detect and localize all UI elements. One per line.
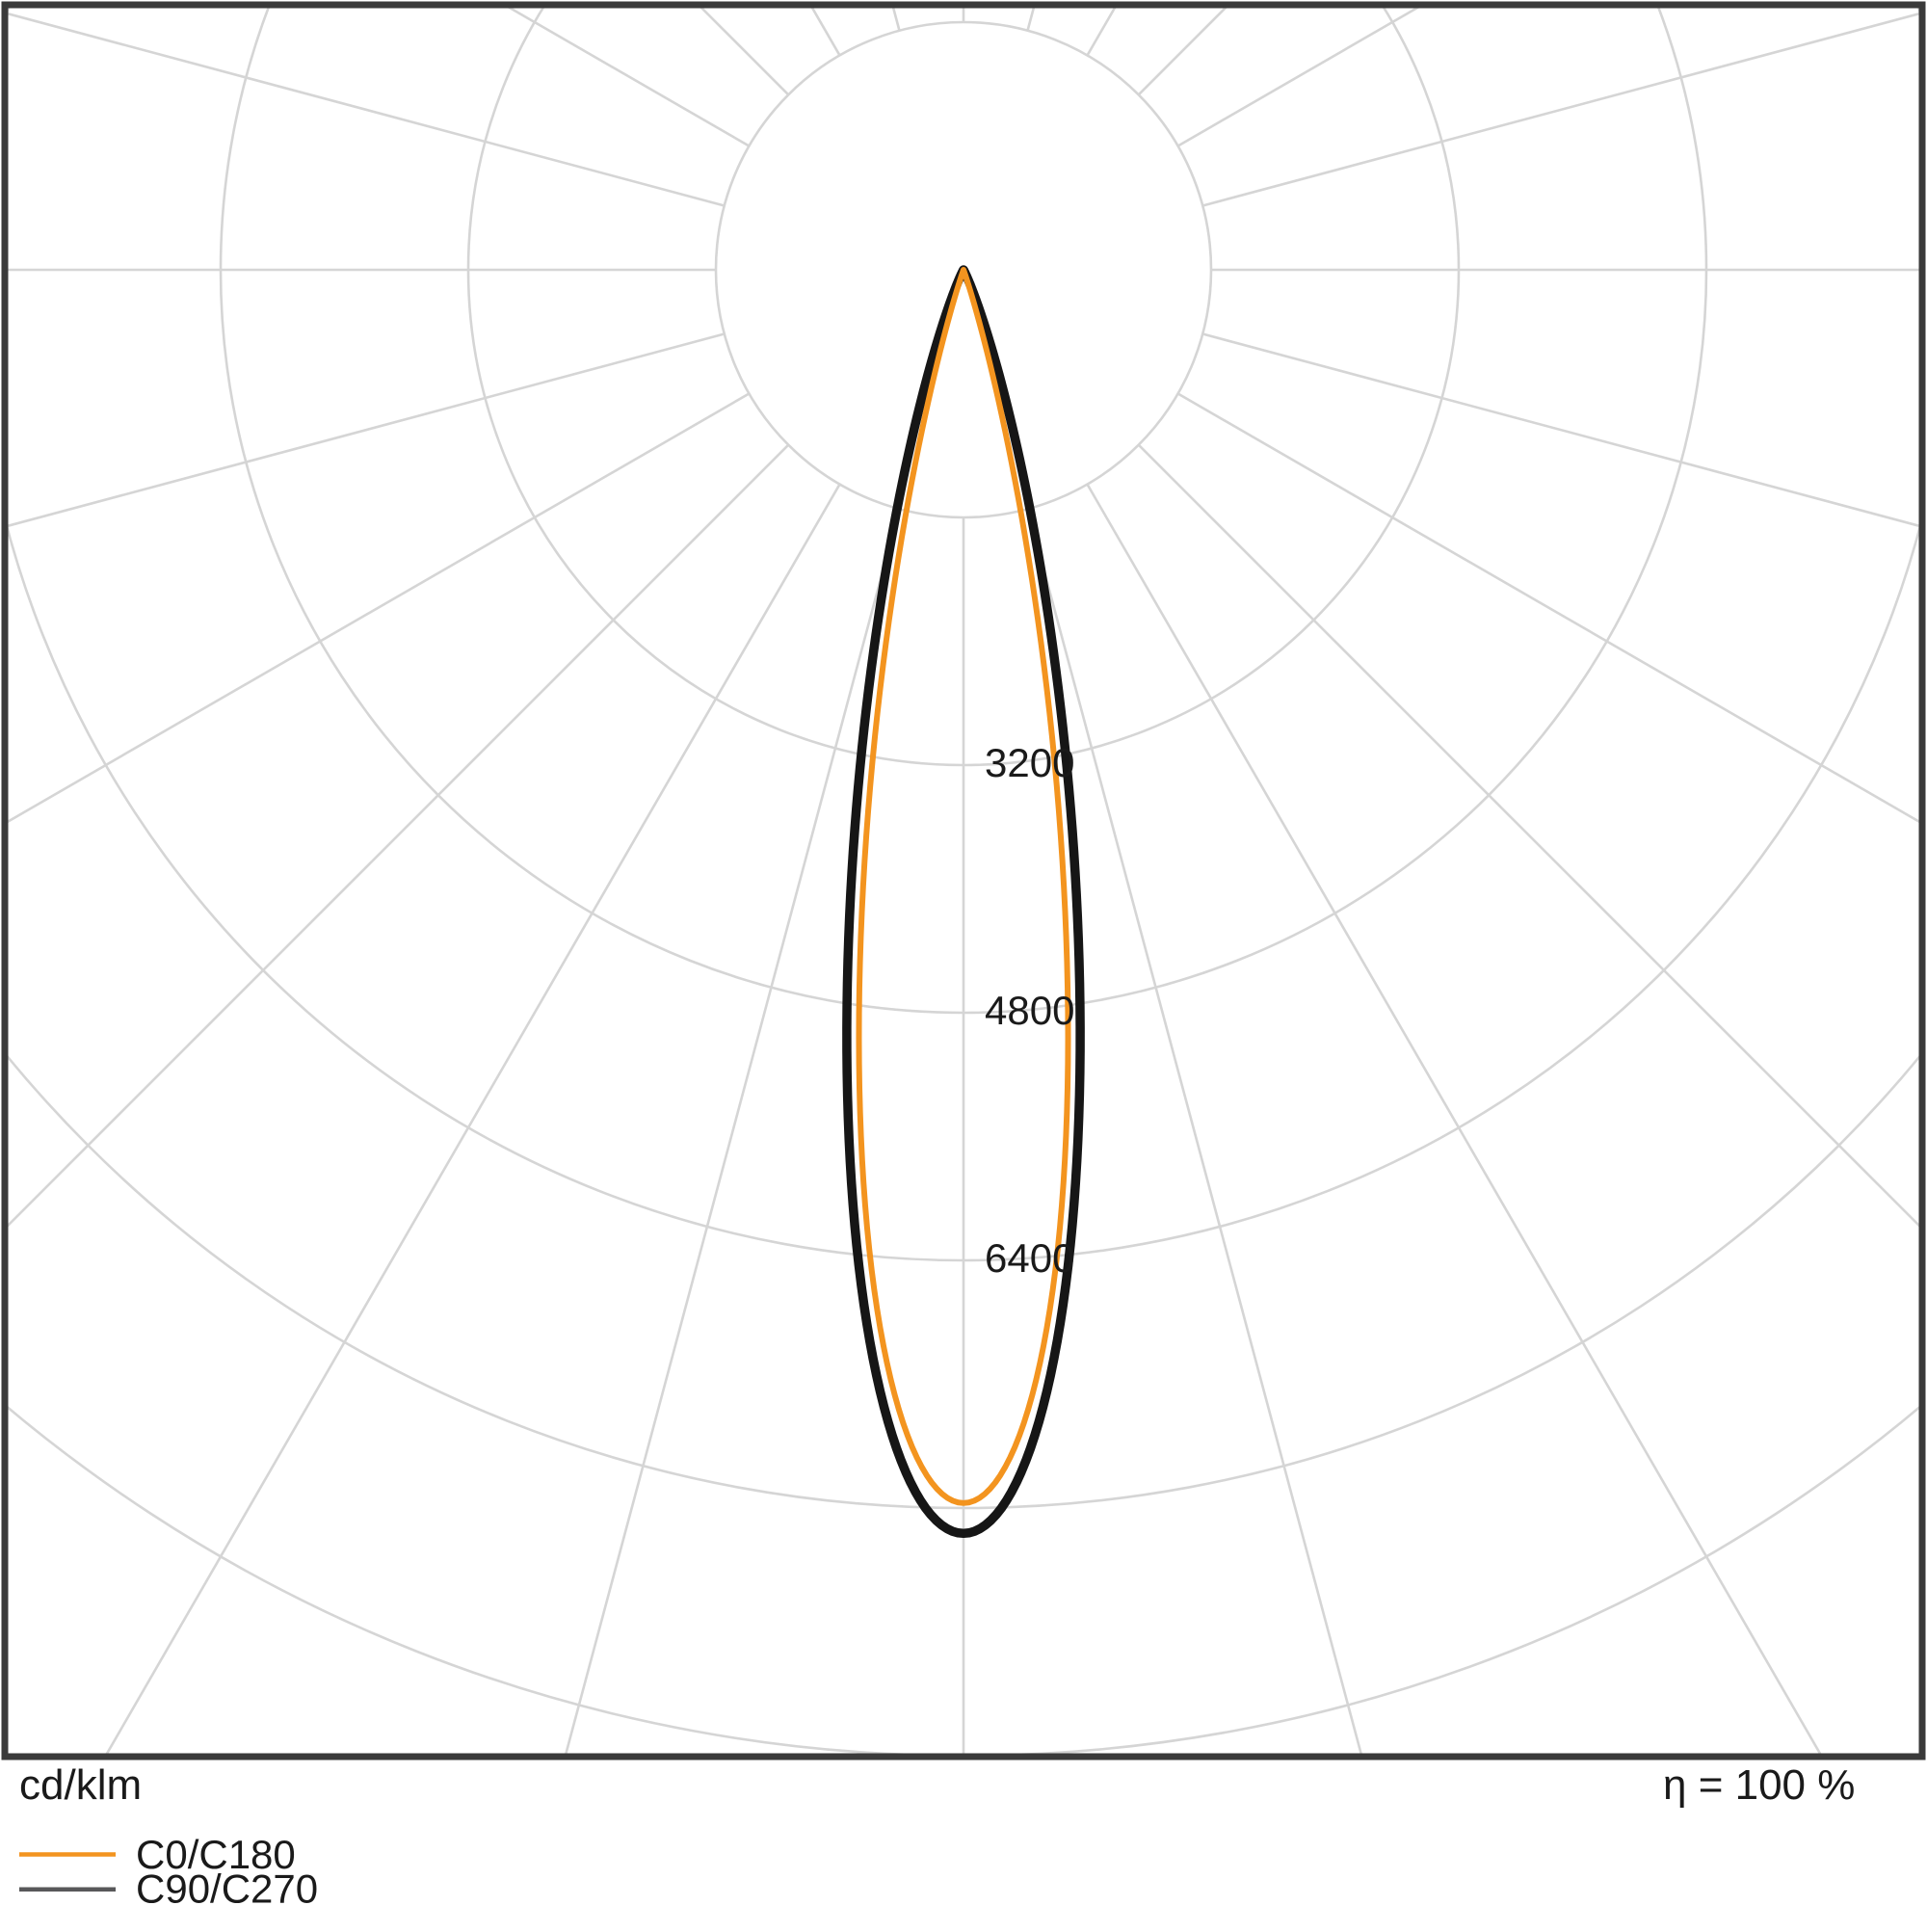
svg-text:4800: 4800 [985,988,1074,1033]
svg-text:6400: 6400 [985,1235,1074,1281]
svg-text:η = 100 %: η = 100 % [1663,1761,1855,1809]
svg-text:cd/klm: cd/klm [19,1761,142,1809]
svg-text:3200: 3200 [985,740,1074,785]
svg-text:C90/C270: C90/C270 [136,1866,318,1912]
